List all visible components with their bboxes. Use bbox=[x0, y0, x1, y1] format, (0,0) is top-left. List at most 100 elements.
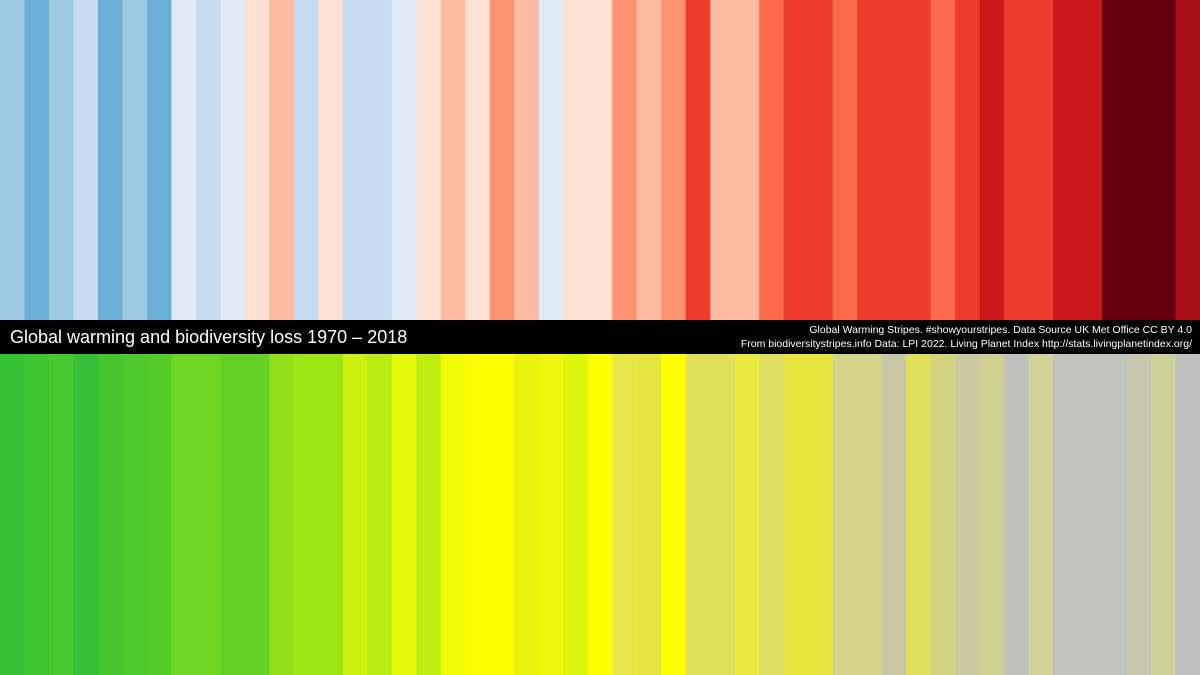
stripe bbox=[416, 0, 442, 320]
stripe bbox=[538, 0, 564, 320]
stripe bbox=[587, 354, 613, 675]
stripe bbox=[269, 0, 295, 320]
credit-line: From biodiversitystripes.info Data: LPI … bbox=[741, 338, 1192, 350]
stripe bbox=[24, 0, 50, 320]
stripe bbox=[636, 354, 662, 675]
stripe bbox=[906, 354, 932, 675]
stripe bbox=[171, 0, 197, 320]
stripe bbox=[930, 354, 956, 675]
stripe bbox=[1028, 0, 1054, 320]
stripe bbox=[759, 354, 785, 675]
stripe bbox=[97, 0, 124, 320]
stripe bbox=[734, 0, 760, 320]
stripe bbox=[1102, 354, 1128, 675]
stripe bbox=[832, 0, 858, 320]
stripe bbox=[367, 354, 393, 675]
stripe bbox=[612, 354, 638, 675]
stripe bbox=[955, 354, 981, 675]
stripe bbox=[97, 354, 124, 675]
stripe bbox=[661, 0, 687, 320]
stripe bbox=[1126, 354, 1152, 675]
stripe bbox=[661, 354, 687, 675]
stripe bbox=[930, 0, 956, 320]
stripe bbox=[538, 354, 564, 675]
stripe bbox=[122, 0, 148, 320]
stripe bbox=[685, 0, 711, 320]
stripe bbox=[367, 0, 393, 320]
stripe bbox=[465, 0, 491, 320]
stripe bbox=[636, 0, 662, 320]
stripe bbox=[1053, 0, 1079, 320]
stripe bbox=[906, 0, 932, 320]
stripe bbox=[979, 0, 1005, 320]
stripe bbox=[195, 354, 222, 675]
stripe bbox=[171, 354, 197, 675]
stripe bbox=[146, 0, 173, 320]
stripe bbox=[1151, 354, 1177, 675]
stripe bbox=[220, 0, 246, 320]
stripe bbox=[342, 354, 368, 675]
stripe bbox=[1004, 0, 1030, 320]
stripe bbox=[122, 354, 148, 675]
stripe bbox=[465, 354, 491, 675]
stripe bbox=[1126, 0, 1152, 320]
stripe bbox=[832, 354, 858, 675]
stripe bbox=[783, 354, 809, 675]
stripe bbox=[1077, 0, 1103, 320]
stripe bbox=[710, 354, 736, 675]
stripe bbox=[1151, 0, 1177, 320]
stripe bbox=[1077, 354, 1103, 675]
stripe bbox=[48, 0, 75, 320]
stripe bbox=[514, 354, 540, 675]
stripe bbox=[1004, 354, 1030, 675]
stripe bbox=[685, 354, 711, 675]
stripe bbox=[710, 0, 736, 320]
stripe bbox=[391, 354, 417, 675]
stripe bbox=[293, 354, 319, 675]
stripe bbox=[73, 354, 99, 675]
stripe bbox=[1102, 0, 1128, 320]
stripe bbox=[489, 0, 515, 320]
stripe bbox=[0, 0, 26, 320]
stripe bbox=[881, 354, 907, 675]
stripe bbox=[563, 354, 589, 675]
stripe bbox=[881, 0, 907, 320]
stripe bbox=[489, 354, 515, 675]
stripe bbox=[857, 354, 883, 675]
stripe bbox=[1028, 354, 1054, 675]
stripe bbox=[318, 354, 344, 675]
stripe bbox=[244, 354, 270, 675]
stripe bbox=[146, 354, 173, 675]
stripe bbox=[587, 0, 613, 320]
stripe bbox=[416, 354, 442, 675]
stripe bbox=[1175, 354, 1200, 675]
stripe bbox=[514, 0, 540, 320]
stripe bbox=[808, 354, 834, 675]
stripe bbox=[195, 0, 222, 320]
stripe bbox=[759, 0, 785, 320]
caption-band bbox=[0, 320, 1200, 354]
warming-stripes bbox=[0, 0, 1200, 320]
stripe bbox=[1175, 0, 1200, 320]
stripe bbox=[734, 354, 760, 675]
stripe bbox=[342, 0, 368, 320]
stripe bbox=[612, 0, 638, 320]
stripe bbox=[979, 354, 1005, 675]
stripe bbox=[563, 0, 589, 320]
stripe bbox=[440, 354, 466, 675]
stripe bbox=[955, 0, 981, 320]
stripe bbox=[269, 354, 295, 675]
stripe bbox=[220, 354, 246, 675]
stripe bbox=[318, 0, 344, 320]
stripe bbox=[244, 0, 270, 320]
stripe bbox=[808, 0, 834, 320]
stripe bbox=[48, 354, 75, 675]
stripe bbox=[391, 0, 417, 320]
stripe bbox=[440, 0, 466, 320]
stripe bbox=[24, 354, 50, 675]
stripe bbox=[857, 0, 883, 320]
stripe bbox=[73, 0, 99, 320]
title: Global warming and biodiversity loss 197… bbox=[10, 327, 407, 347]
